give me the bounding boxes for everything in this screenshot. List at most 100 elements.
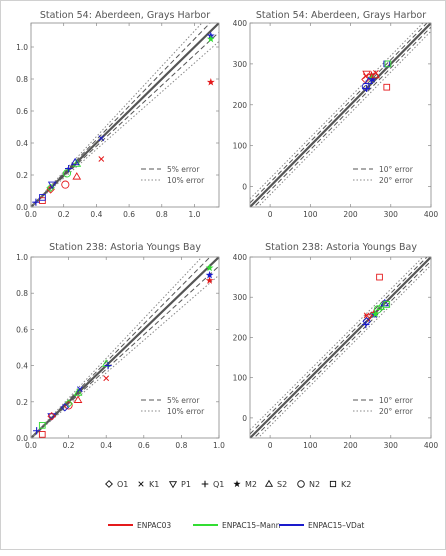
error-line-lower bbox=[257, 30, 431, 207]
data-point-k2 bbox=[39, 194, 46, 201]
x-tick-label: 0.8 bbox=[156, 210, 168, 219]
x-tick-label: 0.2 bbox=[58, 210, 70, 219]
error-line-lower bbox=[31, 265, 219, 438]
y-tick-label: 0.8 bbox=[16, 75, 28, 84]
error-line-upper bbox=[31, 23, 203, 207]
panel-title: Station 54: Aberdeen, Grays Harbor bbox=[40, 10, 210, 21]
legend-marker-label: O1 bbox=[117, 480, 128, 489]
y-tick-label: 400 bbox=[233, 19, 248, 28]
error-line-upper bbox=[31, 23, 211, 207]
x-tick-label: 100 bbox=[303, 441, 318, 450]
data-point-o1 bbox=[60, 402, 70, 412]
data-points bbox=[362, 273, 391, 329]
x-tick-label: 300 bbox=[384, 210, 399, 219]
error-line-upper bbox=[250, 257, 428, 435]
data-point-k2 bbox=[376, 273, 383, 281]
error-line-upper bbox=[250, 257, 424, 431]
y-tick-label: 0.6 bbox=[16, 325, 28, 334]
data-point-n2 bbox=[64, 401, 73, 410]
legend-marker-q1 bbox=[201, 480, 209, 488]
x-tick-label: 0.2 bbox=[63, 441, 75, 450]
legend-marker-m2 bbox=[233, 480, 241, 488]
y-tick-label: 0.2 bbox=[16, 398, 28, 407]
chart-panel-1: Station 54: Aberdeen, Grays Harbor 0.00.0… bbox=[16, 10, 220, 219]
panel-title: Station 54: Aberdeen, Grays Harbor bbox=[256, 10, 426, 21]
error-line-upper bbox=[250, 23, 424, 200]
y-tick-label: 0.0 bbox=[16, 434, 28, 443]
data-point-o1 bbox=[362, 317, 371, 326]
legend-label: 10° error bbox=[379, 165, 414, 174]
x-tick-label: 200 bbox=[343, 441, 358, 450]
y-tick-label: 200 bbox=[233, 333, 248, 342]
data-point-k1 bbox=[98, 135, 105, 142]
data-point-q1 bbox=[104, 362, 112, 370]
error-line-upper bbox=[250, 23, 428, 204]
data-point-s2 bbox=[364, 76, 374, 85]
x-tick-label: 0.8 bbox=[175, 441, 187, 450]
one-to-one-line bbox=[250, 257, 431, 438]
data-point-k2 bbox=[384, 60, 392, 68]
data-points bbox=[32, 31, 215, 206]
data-point-q1 bbox=[33, 427, 41, 435]
data-point-p1 bbox=[47, 413, 57, 421]
data-point-k2 bbox=[383, 83, 391, 91]
legend-marker-label: M2 bbox=[245, 480, 257, 489]
y-tick-label: 400 bbox=[233, 253, 248, 262]
data-point-k1 bbox=[98, 156, 105, 162]
error-legend: 5% error 10% error bbox=[141, 396, 205, 416]
panel-title: Station 238: Astoria Youngs Bay bbox=[49, 242, 201, 253]
plot-frame bbox=[30, 22, 220, 208]
y-tick-label: 0 bbox=[242, 183, 247, 192]
data-point-s2 bbox=[73, 388, 83, 396]
reference-lines bbox=[31, 23, 219, 207]
error-line-upper bbox=[31, 257, 203, 438]
x-tick-label: 0.6 bbox=[138, 441, 150, 450]
legend-label: 10% error bbox=[167, 176, 205, 185]
data-point-m2 bbox=[205, 263, 214, 272]
x-tick-label: 200 bbox=[343, 210, 358, 219]
data-point-m2 bbox=[206, 78, 215, 86]
legend-marker-n2 bbox=[297, 480, 305, 488]
legend-marker-label: N2 bbox=[309, 480, 320, 489]
legend-label: 10° error bbox=[379, 396, 414, 405]
data-point-k1 bbox=[77, 386, 83, 393]
y-tick-label: 0 bbox=[242, 414, 247, 423]
legend-label: 5% error bbox=[167, 165, 200, 174]
x-tick-label: 0.4 bbox=[90, 210, 102, 219]
x-tick-label: 0.0 bbox=[25, 441, 37, 450]
x-tick-label: 0.6 bbox=[123, 210, 135, 219]
x-tick-label: 0 bbox=[268, 441, 273, 450]
chart-panel-4: Station 238: Astoria Youngs Bay 0 0 100 100 2… bbox=[233, 242, 439, 450]
x-tick-label: 100 bbox=[303, 210, 318, 219]
legend-marker-label: K1 bbox=[149, 480, 159, 489]
y-tick-label: 0.8 bbox=[16, 289, 28, 298]
data-point-k2 bbox=[38, 422, 46, 429]
x-tick-label: 0.4 bbox=[100, 441, 112, 450]
data-point-m2 bbox=[368, 75, 377, 83]
data-point-s2 bbox=[376, 302, 386, 310]
y-tick-label: 100 bbox=[233, 374, 248, 383]
data-point-p1 bbox=[47, 181, 57, 190]
y-tick-label: 300 bbox=[233, 60, 248, 69]
legend-marker-label: P1 bbox=[181, 480, 191, 489]
y-tick-label: 1.0 bbox=[16, 43, 28, 52]
legend-model-label: ENPAC03 bbox=[137, 521, 171, 530]
data-point-m2 bbox=[371, 309, 380, 318]
one-to-one-line bbox=[250, 23, 431, 207]
data-point-k1 bbox=[103, 375, 110, 382]
data-points bbox=[361, 60, 392, 93]
y-tick-label: 1.0 bbox=[16, 253, 28, 262]
error-legend: 10° error 20° error bbox=[353, 396, 414, 416]
y-tick-label: 0.2 bbox=[16, 171, 28, 180]
y-tick-label: 100 bbox=[233, 142, 248, 151]
chart-panel-2: Station 54: Aberdeen, Grays Harbor 0 0 100 1… bbox=[233, 10, 439, 219]
y-tick-label: 300 bbox=[233, 293, 248, 302]
legend-marker-label: Q1 bbox=[213, 480, 224, 489]
error-legend: 5% error 10% error bbox=[141, 165, 205, 185]
error-line-lower bbox=[253, 260, 431, 438]
error-line-lower bbox=[257, 264, 431, 438]
legend-label: 20° error bbox=[379, 176, 414, 185]
error-line-lower bbox=[253, 26, 431, 207]
